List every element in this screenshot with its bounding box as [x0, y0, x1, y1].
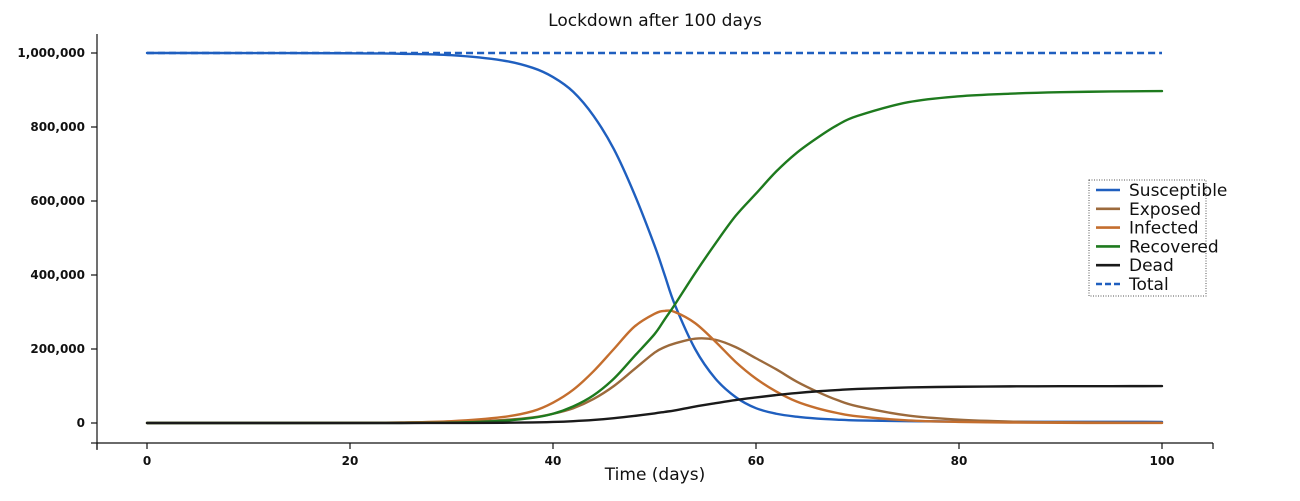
y-tick-label: 600,000: [30, 194, 85, 208]
chart-title: Lockdown after 100 days: [548, 11, 762, 31]
y-tick-label: 200,000: [30, 342, 85, 356]
legend-label-total: Total: [1128, 275, 1169, 295]
x-tick-label: 20: [342, 454, 359, 468]
series-line-infected: [147, 311, 1162, 423]
legend-label-exposed: Exposed: [1129, 200, 1201, 220]
series-line-exposed: [147, 338, 1162, 423]
x-tick-label: 0: [143, 454, 151, 468]
legend-label-dead: Dead: [1129, 256, 1174, 276]
axes: [97, 34, 1213, 450]
y-tick-label: 1,000,000: [17, 46, 85, 60]
x-axis-label: Time (days): [604, 465, 705, 485]
legend-label-susceptible: Susceptible: [1129, 181, 1227, 201]
series-line-dead: [147, 386, 1162, 423]
legend-label-recovered: Recovered: [1129, 237, 1219, 257]
plot-lines: [147, 53, 1162, 423]
legend-label-infected: Infected: [1129, 219, 1199, 239]
legend: SusceptibleExposedInfectedRecoveredDeadT…: [1089, 180, 1227, 296]
y-tick-label: 400,000: [30, 268, 85, 282]
y-ticks: 0 200,000 400,000 600,000 800,000 1,000,000: [17, 46, 1213, 449]
y-tick-label: 800,000: [30, 120, 85, 134]
x-tick-label: 80: [951, 454, 968, 468]
series-line-susceptible: [147, 53, 1162, 422]
x-tick-label: 100: [1149, 454, 1174, 468]
x-tick-label: 60: [748, 454, 765, 468]
series-line-recovered: [147, 91, 1162, 423]
y-tick-label: 0: [77, 416, 85, 430]
x-tick-label: 40: [545, 454, 562, 468]
